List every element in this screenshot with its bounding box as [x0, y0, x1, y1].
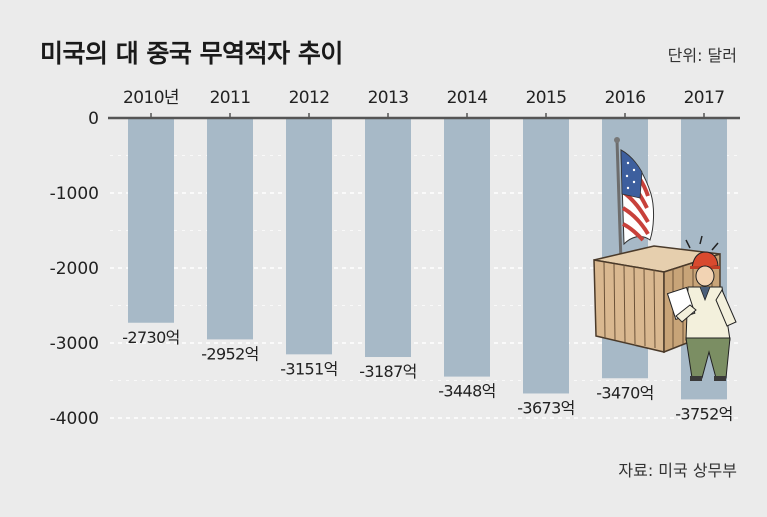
x-tick-label: 2014 [447, 88, 488, 108]
axes: 2010년 2011 2012 2013 2014 2015 2016 2017 0 -1000 -… [50, 88, 740, 429]
data-label: -3151억 [280, 359, 338, 378]
data-label: -3470억 [596, 383, 654, 402]
data-labels: -2730억 -2952억 -3151억 -3187억 -3448억 -3673억 -347… [122, 328, 733, 424]
chart-title: 미국의 대 중국 무역적자 추이 [40, 39, 343, 68]
y-tick-label: -4000 [50, 409, 99, 429]
y-tick-label: -2000 [50, 259, 99, 279]
bar [365, 118, 411, 358]
data-label: -2730억 [122, 328, 180, 347]
y-tick-label: -3000 [50, 334, 99, 354]
x-tick-label: 2010년 [123, 88, 179, 108]
bar [207, 118, 253, 340]
worker-with-flag-container-icon [593, 137, 737, 381]
bar [523, 118, 569, 394]
y-tick-label: -1000 [50, 184, 99, 204]
bar [444, 118, 490, 377]
data-label: -2952억 [201, 344, 259, 363]
x-tick-label: 2011 [210, 88, 251, 108]
x-tick-label: 2013 [368, 88, 409, 108]
x-tick-label: 2016 [605, 88, 646, 108]
source-note: 자료: 미국 상무부 [618, 461, 737, 480]
x-tick-label: 2015 [526, 88, 567, 108]
worker-figure [666, 235, 737, 381]
data-label: -3187억 [359, 362, 417, 381]
bar [286, 118, 332, 355]
bar [128, 118, 174, 323]
data-label: -3752억 [675, 404, 733, 423]
data-label: -3448억 [438, 382, 496, 401]
x-tick-label: 2012 [289, 88, 330, 108]
unit-label: 단위: 달러 [667, 46, 737, 65]
x-tick-label: 2017 [684, 88, 725, 108]
data-label: -3673억 [517, 398, 575, 417]
y-tick-label: 0 [88, 109, 99, 129]
